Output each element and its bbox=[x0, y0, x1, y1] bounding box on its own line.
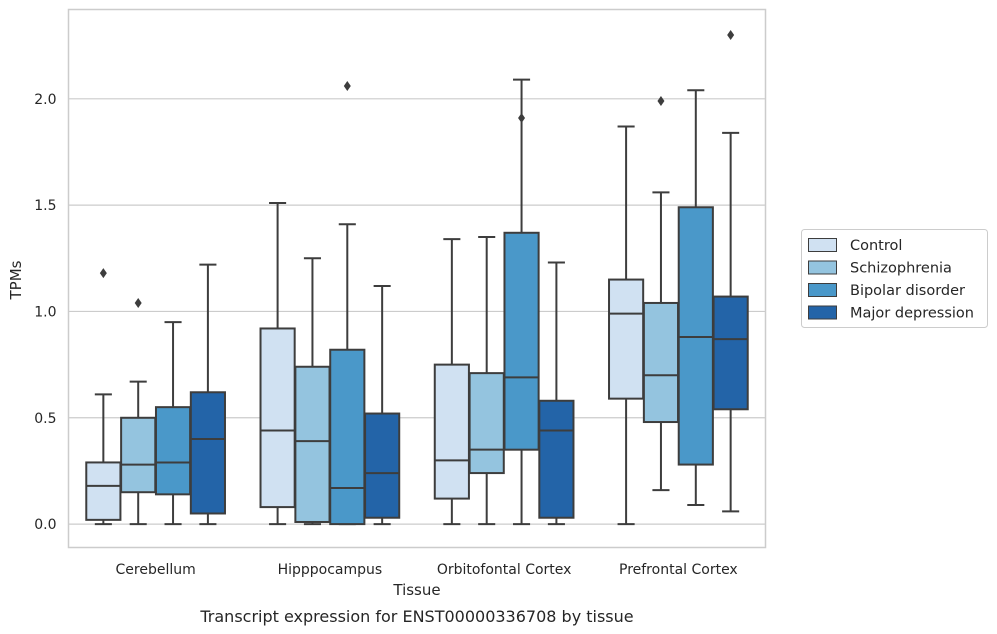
iqr-box bbox=[503, 231, 540, 451]
outlier-point bbox=[518, 112, 526, 123]
box-bipolar-disorder bbox=[329, 81, 366, 526]
box-schizophrenia bbox=[642, 95, 680, 492]
box-plot-series bbox=[85, 30, 749, 526]
y-tick-label: 0.5 bbox=[34, 411, 56, 427]
legend-label: Control bbox=[850, 238, 902, 254]
iqr-box bbox=[468, 372, 505, 475]
legend-frame bbox=[801, 229, 988, 328]
box-major-depression bbox=[189, 263, 226, 526]
box-schizophrenia bbox=[120, 297, 157, 526]
x-axis-title: Tissue bbox=[392, 581, 440, 599]
iqr-box bbox=[433, 363, 470, 500]
box-schizophrenia bbox=[468, 236, 505, 526]
box-major-depression bbox=[538, 261, 575, 526]
y-tick-label: 1.5 bbox=[34, 198, 56, 214]
box-control bbox=[608, 125, 645, 526]
iqr-box bbox=[712, 295, 749, 411]
x-tick-label: Cerebellum bbox=[116, 562, 196, 578]
y-axis-title: TPMs bbox=[7, 260, 25, 300]
x-axis-ticks: Cerebellum Hipppocampus Orbitofontal Corte… bbox=[116, 562, 738, 578]
box-major-depression bbox=[364, 284, 401, 526]
box-bipolar-disorder bbox=[154, 321, 192, 526]
box-schizophrenia bbox=[294, 257, 331, 526]
outlier-point bbox=[343, 81, 351, 92]
iqr-box bbox=[608, 278, 645, 400]
legend-label: Bipolar disorder bbox=[850, 283, 965, 299]
y-axis-ticks: 0.0 0.5 1.0 1.5 2.0 bbox=[34, 92, 56, 533]
legend-label: Schizophrenia bbox=[850, 261, 952, 277]
iqr-box bbox=[642, 301, 680, 424]
iqr-box bbox=[154, 406, 192, 496]
iqr-box bbox=[259, 327, 296, 509]
iqr-box bbox=[538, 399, 575, 519]
outlier-point bbox=[134, 297, 142, 308]
iqr-box bbox=[677, 206, 714, 466]
legend-swatch bbox=[808, 238, 837, 252]
y-tick-label: 2.0 bbox=[34, 92, 56, 108]
plot-area-frame bbox=[67, 8, 767, 549]
box-bipolar-disorder bbox=[677, 89, 714, 506]
iqr-box bbox=[364, 412, 401, 519]
chart-caption: Transcript expression for ENST0000033670… bbox=[199, 607, 633, 626]
legend-swatch bbox=[808, 283, 837, 297]
legend-label: Major depression bbox=[850, 306, 974, 322]
y-tick-label: 1.0 bbox=[34, 304, 56, 320]
iqr-box bbox=[329, 348, 366, 526]
x-tick-label: Orbitofontal Cortex bbox=[437, 562, 572, 578]
box-bipolar-disorder bbox=[503, 78, 540, 526]
legend: Control Schizophrenia Bipolar disorder Majo… bbox=[801, 229, 988, 328]
y-tick-label: 0.0 bbox=[34, 517, 56, 533]
x-tick-label: Prefrontal Cortex bbox=[619, 562, 738, 578]
x-tick-label: Hipppocampus bbox=[278, 562, 383, 578]
outlier-point bbox=[727, 30, 735, 41]
box-control bbox=[433, 238, 470, 526]
iqr-box bbox=[85, 461, 122, 521]
box-control bbox=[259, 202, 296, 526]
legend-swatch bbox=[808, 305, 837, 320]
outlier-point bbox=[99, 268, 107, 279]
legend-swatch bbox=[808, 260, 837, 275]
outlier-point bbox=[657, 95, 665, 106]
iqr-box bbox=[189, 391, 226, 515]
box-major-depression bbox=[712, 30, 749, 513]
iqr-box bbox=[294, 365, 331, 523]
box-control bbox=[85, 268, 122, 526]
iqr-box bbox=[120, 416, 157, 494]
